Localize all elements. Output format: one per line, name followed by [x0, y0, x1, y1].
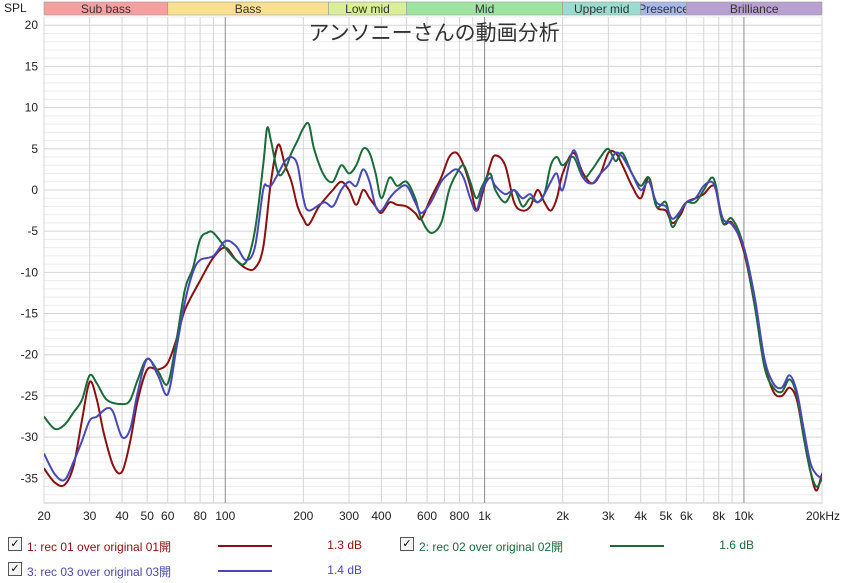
x-tick-label: 80	[193, 509, 207, 523]
x-tick-label: 1k	[478, 509, 492, 523]
y-tick-label: 0	[31, 183, 38, 197]
series-2-value: 1.6 dB	[719, 538, 754, 552]
x-tick-label: 10k	[734, 509, 754, 523]
series-1-label: 1: rec 01 over original 01開	[27, 540, 172, 554]
x-tick-label: 40	[115, 509, 129, 523]
band-label-6: Brilliance	[730, 2, 779, 16]
band-label-2: Low mid	[345, 2, 390, 16]
x-tick-label: 20kHz	[806, 509, 840, 523]
x-tick-label: 100	[215, 509, 235, 523]
series-3-swatch	[218, 570, 272, 572]
y-tick-label: -20	[21, 348, 39, 362]
x-tick-label: 50	[141, 509, 155, 523]
y-tick-label: -15	[21, 307, 39, 321]
y-tick-label: -25	[21, 389, 39, 403]
series-1-checkbox[interactable]: ✓	[8, 537, 22, 551]
x-tick-label: 3k	[602, 509, 616, 523]
y-tick-label: -10	[21, 265, 39, 279]
x-tick-label: 60	[161, 509, 175, 523]
legend-item-rec-01: ✓ 1: rec 01 over original 01開 1.3 dB	[0, 532, 400, 554]
y-tick-label: 10	[25, 101, 39, 115]
band-label-0: Sub bass	[81, 2, 131, 16]
series-1-value: 1.3 dB	[327, 538, 362, 552]
frequency-band-bar: Sub bass Bass Low mid Mid Upper mid Presence B…	[43, 1, 823, 16]
series-3-value: 1.4 dB	[327, 563, 362, 577]
band-label-1: Bass	[235, 2, 262, 16]
y-tick-label: 15	[25, 59, 39, 73]
legend: ✓ 1: rec 01 over original 01開 1.3 dB ✓ 2…	[0, 532, 844, 583]
y-tick-label: 20	[25, 18, 39, 32]
series-2-checkbox[interactable]: ✓	[400, 537, 414, 551]
series-3-label: 3: rec 03 over original 03開	[27, 565, 172, 579]
band-6	[686, 1, 823, 16]
plot-area	[43, 16, 823, 504]
series-1-swatch	[218, 545, 272, 547]
x-tick-label: 300	[339, 509, 359, 523]
y-axis-label: SPL	[4, 1, 27, 15]
y-tick-label: -35	[21, 471, 39, 485]
series-2-label: 2: rec 02 over original 02開	[419, 540, 564, 554]
series-3-line	[44, 149, 822, 482]
y-tick-label: -30	[21, 430, 39, 444]
band-label-5: Presence	[638, 2, 689, 16]
series-3-checkbox[interactable]: ✓	[8, 562, 22, 576]
legend-item-rec-03: ✓ 3: rec 03 over original 03開 1.4 dB	[0, 556, 400, 579]
band-label-3: Mid	[475, 2, 494, 16]
series-2-swatch	[610, 545, 664, 547]
series-2-line	[44, 121, 822, 488]
series-lines	[44, 121, 822, 492]
x-tick-label: 2k	[556, 509, 570, 523]
x-tick-label: 400	[371, 509, 391, 523]
series-1-line	[44, 143, 822, 492]
x-tick-label: 800	[449, 509, 469, 523]
y-tick-label: 5	[31, 142, 38, 156]
legend-item-rec-02: ✓ 2: rec 02 over original 02開 1.6 dB	[392, 532, 812, 554]
x-tick-label: 200	[293, 509, 313, 523]
y-tick-label: -5	[27, 224, 38, 238]
x-tick-label: 5k	[660, 509, 674, 523]
x-tick-label: 8k	[712, 509, 726, 523]
y-axis-ticks: 20 15 10 5 0 -5 -10 -15 -20 -25 -30 -35	[21, 18, 39, 485]
x-tick-label: 4k	[634, 509, 648, 523]
frequency-response-chart: Sub bass Bass Low mid Mid Upper mid Presence B…	[4, 1, 840, 523]
x-tick-label: 600	[417, 509, 437, 523]
x-axis-ticks: 20 30 40 50 60 80 100 200 300 400 600 800 1k 2k 3k 4k 5k…	[37, 509, 840, 523]
x-tick-label: 30	[83, 509, 97, 523]
band-label-4: Upper mid	[574, 2, 629, 16]
x-tick-label: 6k	[680, 509, 694, 523]
grid-lines	[43, 16, 823, 503]
x-tick-label: 20	[37, 509, 51, 523]
chart-title: アンソニーさんの動画分析	[308, 21, 559, 45]
